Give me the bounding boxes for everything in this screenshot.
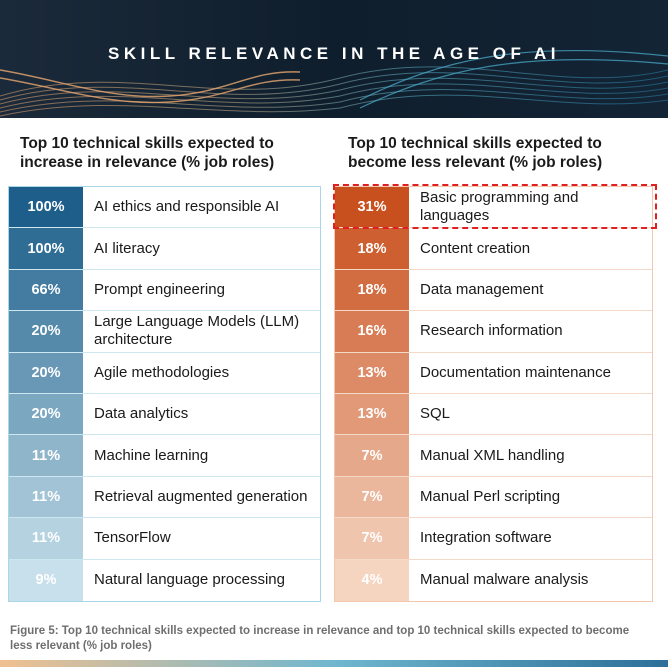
- decrease-percentage-cell: 7%: [335, 518, 409, 559]
- banner-title: SKILL RELEVANCE IN THE AGE OF AI: [108, 44, 560, 63]
- left-table-title: Top 10 technical skills expected to incr…: [20, 135, 275, 171]
- increase-percentage-cell: 20%: [9, 311, 83, 352]
- increase-row: 100% AI ethics and responsible AI: [9, 187, 320, 229]
- decrease-skill-label: Integration software: [420, 529, 552, 547]
- increase-skill-label: Machine learning: [94, 446, 209, 464]
- decrease-skill-label: Research information: [420, 322, 563, 340]
- decrease-skill-label: Basic programming and languages: [420, 189, 579, 225]
- highlight-dashed-box: [333, 184, 657, 229]
- decrease-percentage-cell: 16%: [335, 311, 409, 352]
- increase-skill-label: AI literacy: [94, 239, 160, 257]
- right-table-title: Top 10 technical skills expected to beco…: [348, 135, 603, 171]
- increase-row: 66% Prompt engineering: [9, 269, 320, 312]
- decrease-skill-label: Data management: [420, 280, 544, 298]
- increase-row: 20% Data analytics: [9, 393, 320, 436]
- decrease-percentage-cell: 18%: [335, 228, 409, 269]
- decrease-row: 7% Integration software: [335, 518, 652, 560]
- decrease-row: 13% SQL: [335, 393, 652, 436]
- decrease-row: 7% Manual Perl scripting: [335, 476, 652, 519]
- increase-skill-label: Prompt engineering: [94, 280, 225, 298]
- decrease-skill-label: Documentation maintenance: [420, 363, 611, 381]
- increase-percentage-cell: 20%: [9, 393, 83, 435]
- decrease-row: 4% Manual malware analysis: [335, 559, 652, 601]
- increase-row: 100% AI literacy: [9, 228, 320, 270]
- increase-percentage-cell: 11%: [9, 435, 83, 476]
- increase-skill-label: Agile methodologies: [94, 363, 230, 381]
- increase-percentage-cell: 100%: [9, 228, 83, 269]
- decrease-skill-label: Manual Perl scripting: [420, 487, 561, 505]
- increase-skill-label: Retrieval augmented generation: [94, 487, 308, 505]
- increase-percentage-cell: 11%: [9, 476, 83, 518]
- decrease-row: 7% Manual XML handling: [335, 435, 652, 477]
- decrease-percentage-cell: 13%: [335, 352, 409, 393]
- bottom-color-strip: [0, 660, 668, 667]
- decrease-skill-label: Content creation: [420, 239, 531, 257]
- increase-percentage-cell: 9%: [9, 559, 83, 601]
- decrease-row: 18% Data management: [335, 269, 652, 312]
- increase-row: 11% TensorFlow: [9, 518, 320, 560]
- increase-skill-label: Data analytics: [94, 405, 189, 423]
- increase-row: 11% Retrieval augmented generation: [9, 476, 320, 519]
- decrease-skill-label: Manual malware analysis: [420, 571, 589, 589]
- header-banner: SKILL RELEVANCE IN THE AGE OF AI: [0, 0, 668, 118]
- increase-row: 11% Machine learning: [9, 435, 320, 477]
- decrease-row: 13% Documentation maintenance: [335, 352, 652, 394]
- decrease-skill-label: Manual XML handling: [420, 446, 565, 464]
- increase-row: 20% Agile methodologies: [9, 352, 320, 394]
- decrease-percentage-cell: 31%: [335, 187, 409, 228]
- increase-row: 20% Large Language Models (LLM) architect…: [9, 311, 320, 353]
- increase-percentage-cell: 11%: [9, 518, 83, 559]
- decrease-row: 18% Content creation: [335, 228, 652, 270]
- decrease-percentage-cell: 4%: [335, 559, 409, 601]
- decrease-skill-label: SQL: [420, 405, 451, 423]
- increase-skill-label: TensorFlow: [94, 529, 171, 547]
- decrease-relevance-table: 31% Basic programming and languages 18% Con…: [334, 186, 653, 602]
- figure-caption: Figure 5: Top 10 technical skills expect…: [10, 625, 630, 652]
- increase-percentage-cell: 20%: [9, 352, 83, 393]
- increase-percentage-cell: 66%: [9, 269, 83, 311]
- decrease-percentage-cell: 18%: [335, 269, 409, 311]
- increase-relevance-table: 100% AI ethics and responsible AI 100% AI l…: [8, 186, 321, 602]
- decrease-row: 16% Research information: [335, 311, 652, 353]
- decrease-percentage-cell: 13%: [335, 393, 409, 435]
- decrease-percentage-cell: 7%: [335, 476, 409, 518]
- increase-skill-label: Natural language processing: [94, 571, 285, 589]
- decrease-percentage-cell: 7%: [335, 435, 409, 476]
- increase-row: 9% Natural language processing: [9, 559, 320, 601]
- increase-skill-label: AI ethics and responsible AI: [94, 198, 280, 216]
- banner-wave-graphic: [0, 0, 668, 118]
- increase-percentage-cell: 100%: [9, 187, 83, 228]
- increase-skill-label: Large Language Models (LLM) architecture: [94, 313, 300, 349]
